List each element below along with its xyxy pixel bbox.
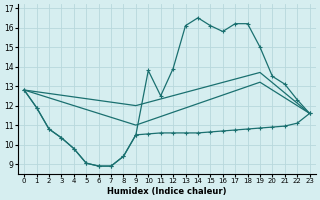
X-axis label: Humidex (Indice chaleur): Humidex (Indice chaleur) bbox=[107, 187, 227, 196]
